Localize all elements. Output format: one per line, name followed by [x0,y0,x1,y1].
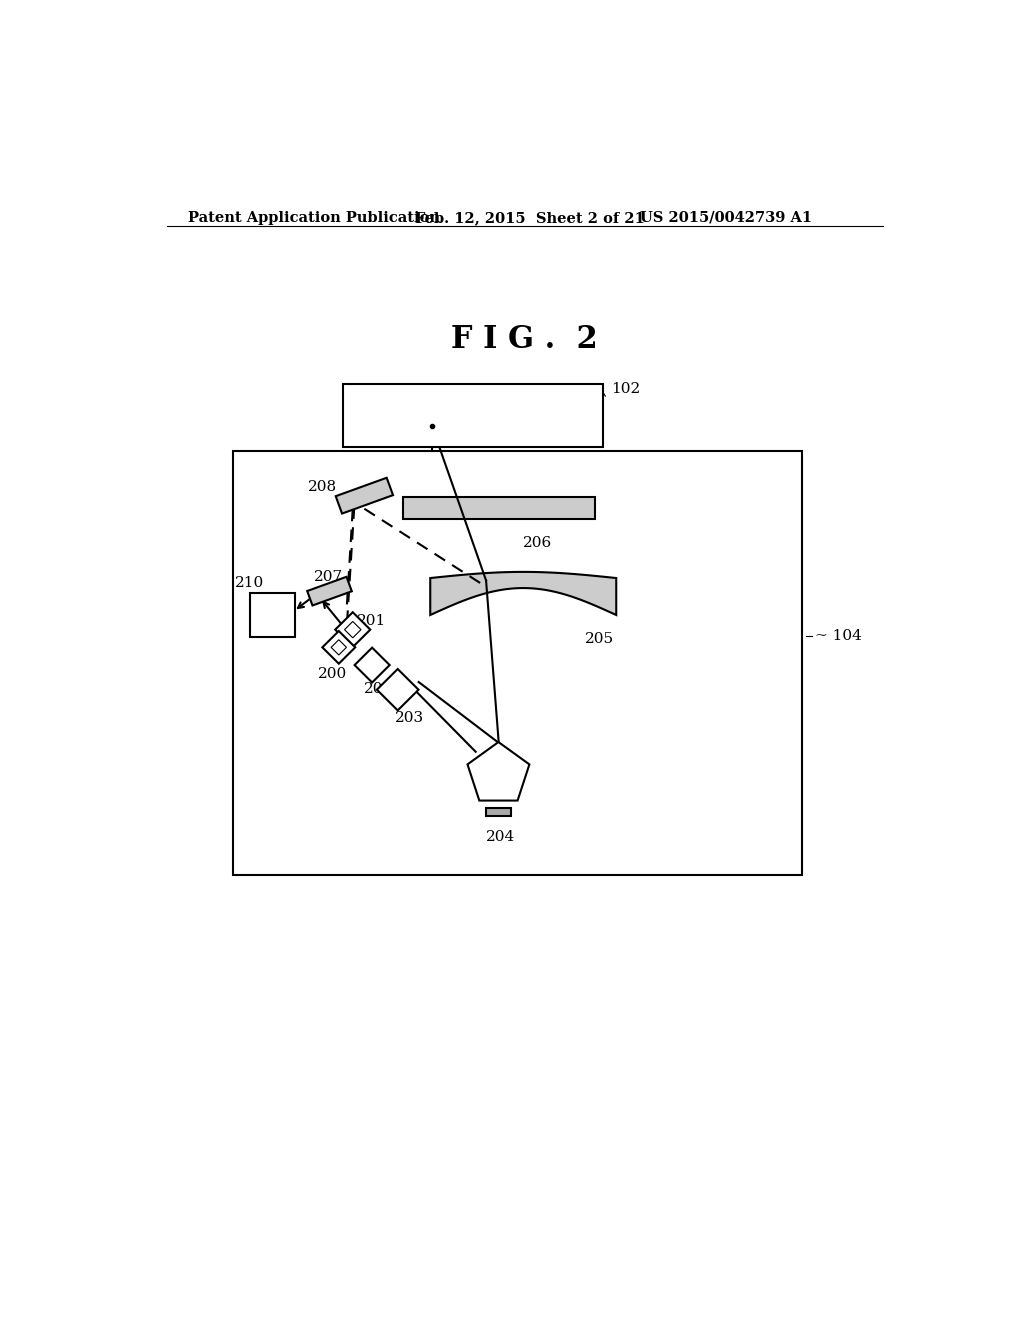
Polygon shape [335,612,371,647]
Bar [403,498,595,519]
Text: 204: 204 [486,830,515,843]
Polygon shape [354,648,390,682]
Bar [486,808,511,816]
Text: 202: 202 [365,682,393,696]
Polygon shape [336,478,393,513]
Text: 201: 201 [356,614,386,628]
Text: US 2015/0042739 A1: US 2015/0042739 A1 [640,211,812,224]
Polygon shape [430,572,616,615]
Text: ~ 104: ~ 104 [815,628,861,643]
Text: Patent Application Publication: Patent Application Publication [188,211,440,224]
Text: F I G .  2: F I G . 2 [452,323,598,355]
Polygon shape [331,640,346,655]
Text: Feb. 12, 2015  Sheet 2 of 21: Feb. 12, 2015 Sheet 2 of 21 [415,211,645,224]
Polygon shape [468,742,529,800]
Polygon shape [344,622,361,638]
Bar [251,593,295,638]
Text: 200: 200 [317,667,347,681]
Text: 206: 206 [523,536,553,549]
Text: 102: 102 [611,381,640,396]
Polygon shape [377,669,419,710]
Text: 203: 203 [395,711,425,725]
Bar [232,451,802,875]
Text: 207: 207 [314,570,343,585]
Bar [343,384,603,447]
Polygon shape [323,631,355,664]
Text: 208: 208 [308,480,337,494]
Polygon shape [307,577,352,606]
Text: 210: 210 [234,576,264,590]
Text: 205: 205 [586,632,614,645]
